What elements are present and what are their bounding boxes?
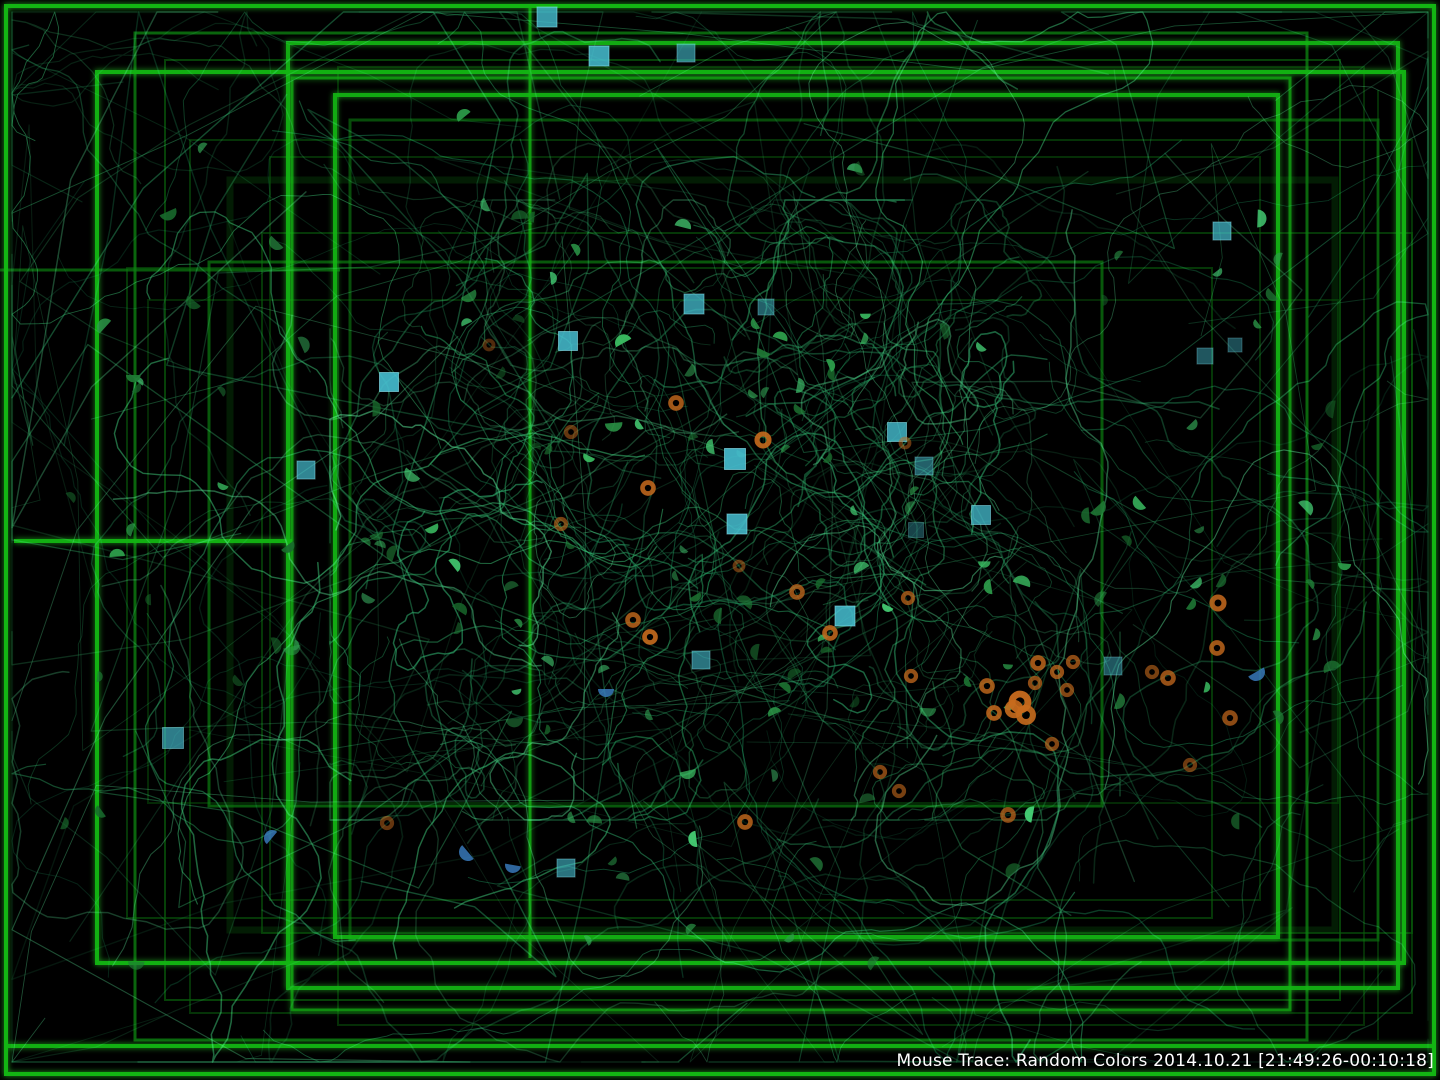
blue-dot-layer (264, 667, 1265, 873)
trail-layer (11, 11, 1429, 1063)
click-square-layer (162, 6, 1243, 878)
pause-dot-layer (60, 108, 1352, 971)
click-ring-layer (379, 338, 1238, 831)
caption-text: Mouse Trace: Random Colors 2014.10.21 [2… (896, 1051, 1434, 1071)
